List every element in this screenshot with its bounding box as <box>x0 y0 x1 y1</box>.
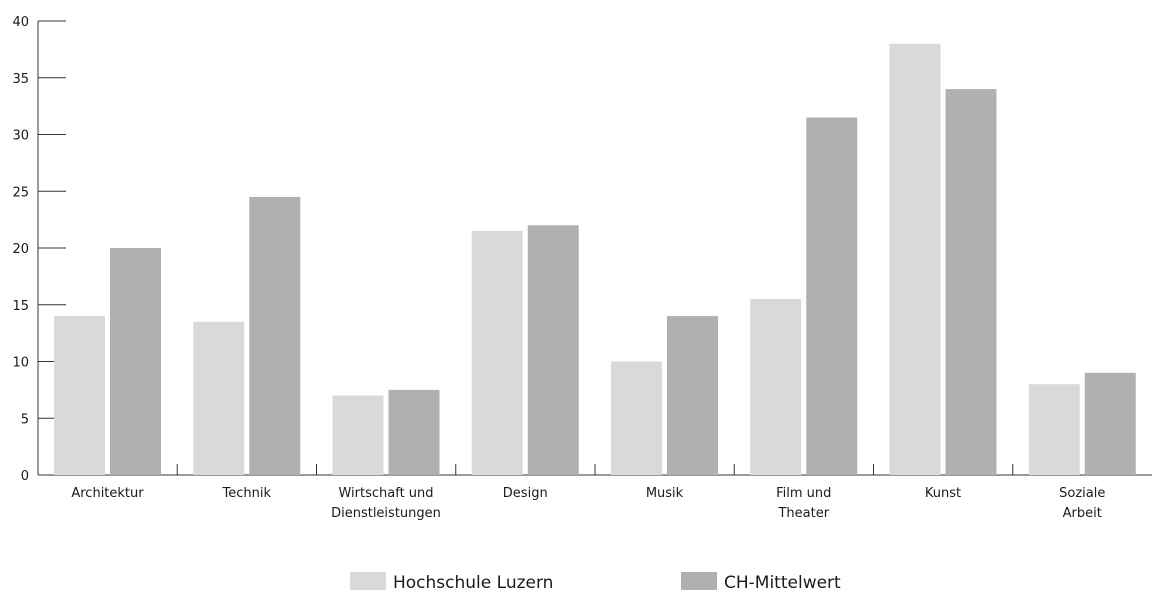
bar-0-0 <box>54 316 105 475</box>
x-category-label: Design <box>503 486 548 501</box>
bar-0-7 <box>1028 384 1080 475</box>
bar-0-6 <box>889 43 941 475</box>
bar-1-0 <box>110 248 161 475</box>
x-category-label: Architektur <box>71 486 144 501</box>
y-tick-label: 20 <box>12 242 29 257</box>
y-tick-label: 0 <box>21 469 29 484</box>
bar-0-4 <box>611 361 662 475</box>
y-tick-label: 30 <box>12 129 29 144</box>
y-tick-label: 5 <box>21 412 29 427</box>
bar-0-1 <box>193 321 245 475</box>
bar-1-2 <box>388 389 440 475</box>
legend-label-0: Hochschule Luzern <box>393 573 553 590</box>
bar-1-4 <box>667 316 718 475</box>
x-category-label: Arbeit <box>1063 506 1102 521</box>
x-category-label: Musik <box>646 486 684 501</box>
bar-1-5 <box>806 117 858 475</box>
x-category-label: Kunst <box>925 486 961 501</box>
y-tick-label: 10 <box>12 356 29 371</box>
bar-1-3 <box>527 225 579 475</box>
bar-1-7 <box>1084 372 1136 475</box>
legend-label-1: CH-Mittelwert <box>724 573 841 590</box>
y-tick-label: 25 <box>12 185 29 200</box>
x-category-label: Film und <box>776 486 831 501</box>
x-category-label: Soziale <box>1059 486 1105 501</box>
y-tick-label: 35 <box>12 72 29 87</box>
legend-swatch-1 <box>681 572 717 590</box>
bar-0-5 <box>750 299 802 475</box>
bar-0-3 <box>471 230 523 475</box>
legend-swatch-0 <box>350 572 386 590</box>
x-category-label: Theater <box>777 506 829 521</box>
bar-0-2 <box>332 395 384 475</box>
x-category-label: Wirtschaft und <box>338 486 433 501</box>
x-category-label: Technik <box>222 486 272 501</box>
bar-1-1 <box>249 196 301 476</box>
x-category-label: Dienstleistungen <box>331 506 441 521</box>
y-tick-label: 15 <box>12 299 29 314</box>
y-tick-label: 40 <box>12 15 29 30</box>
bar-1-6 <box>945 89 997 475</box>
